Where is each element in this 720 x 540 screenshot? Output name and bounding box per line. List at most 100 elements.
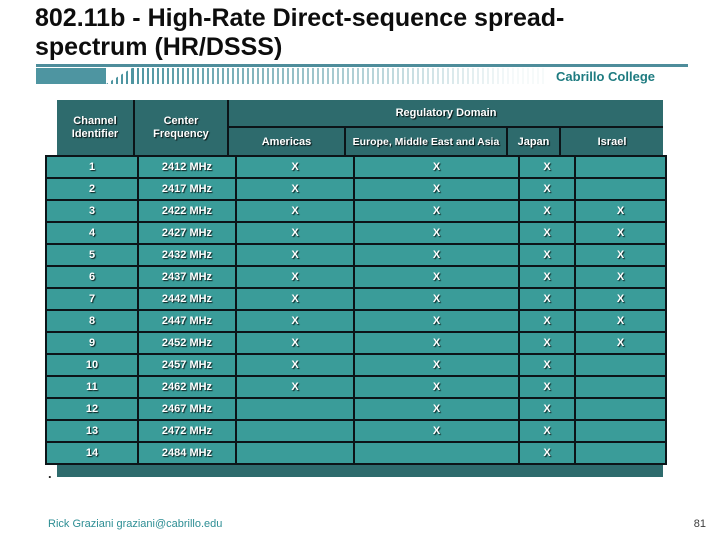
- japan-cell: X: [520, 355, 574, 375]
- frequency-cell: 2412 MHz: [139, 157, 235, 177]
- japan-cell: X: [520, 223, 574, 243]
- divider-line: [36, 64, 688, 67]
- israel-header: Israel: [597, 135, 627, 148]
- table-row: 6 2437 MHz X X X X: [47, 267, 665, 287]
- japan-cell: X: [520, 311, 574, 331]
- divider-stripes: [132, 68, 547, 84]
- frequency-cell: 2467 MHz: [139, 399, 235, 419]
- americas-cell: X: [237, 179, 353, 199]
- channel-cell: 9: [47, 333, 137, 353]
- israel-cell: X: [576, 311, 665, 331]
- americas-cell: X: [237, 223, 353, 243]
- americas-cell: [237, 443, 353, 463]
- japan-header: Japan: [508, 128, 561, 156]
- table-row: 10 2457 MHz X X X: [47, 355, 665, 375]
- channel-cell: 4: [47, 223, 137, 243]
- japan-cell: X: [520, 443, 574, 463]
- emea-cell: X: [355, 267, 518, 287]
- frequency-cell: 2462 MHz: [139, 377, 235, 397]
- table-row: 4 2427 MHz X X X X: [47, 223, 665, 243]
- frequency-cell: 2427 MHz: [139, 223, 235, 243]
- japan-cell: X: [520, 289, 574, 309]
- americas-cell: X: [237, 245, 353, 265]
- table-row: 5 2432 MHz X X X X: [47, 245, 665, 265]
- israel-cell: [576, 355, 665, 375]
- table-row: 1 2412 MHz X X X: [47, 157, 665, 177]
- emea-header: Europe, Middle East and Asia: [346, 128, 508, 156]
- table-row: 9 2452 MHz X X X X: [47, 333, 665, 353]
- emea-cell: X: [355, 311, 518, 331]
- israel-cell: [576, 399, 665, 419]
- frequency-cell: 2447 MHz: [139, 311, 235, 331]
- americas-cell: [237, 399, 353, 419]
- americas-cell: X: [237, 311, 353, 331]
- table-row: 11 2462 MHz X X X: [47, 377, 665, 397]
- emea-cell: X: [355, 421, 518, 441]
- stray-bullet: .: [48, 466, 52, 481]
- page-title-line1: 802.11b - High-Rate Direct-sequence spre…: [35, 4, 565, 32]
- japan-cell: X: [520, 179, 574, 199]
- channel-cell: 14: [47, 443, 137, 463]
- channel-cell: 3: [47, 201, 137, 221]
- americas-header: Americas: [229, 128, 346, 156]
- americas-cell: X: [237, 333, 353, 353]
- frequency-cell: 2432 MHz: [139, 245, 235, 265]
- israel-cell: X: [576, 333, 665, 353]
- channel-identifier-header: Channel Identifier: [57, 100, 135, 156]
- japan-cell: X: [520, 377, 574, 397]
- channel-cell: 8: [47, 311, 137, 331]
- americas-cell: [237, 421, 353, 441]
- emea-cell: X: [355, 377, 518, 397]
- emea-cell: X: [355, 223, 518, 243]
- table-row: 14 2484 MHz X: [47, 443, 665, 463]
- americas-cell: X: [237, 355, 353, 375]
- table-body: 1 2412 MHz X X X 2 2417 MHz X X X 3 2422 MHz X X X X 4 24…: [45, 155, 667, 465]
- channel-cell: 5: [47, 245, 137, 265]
- page-title-line2: spectrum (HR/DSSS): [35, 33, 283, 61]
- regulatory-domain-header: Regulatory Domain: [229, 100, 663, 128]
- emea-cell: X: [355, 399, 518, 419]
- americas-cell: X: [237, 289, 353, 309]
- page-title: 802.11b - High-Rate Direct-sequence spre…: [35, 4, 705, 62]
- israel-cell: [576, 421, 665, 441]
- emea-cell: X: [355, 201, 518, 221]
- emea-cell: X: [355, 333, 518, 353]
- israel-cell: [576, 443, 665, 463]
- americas-cell: X: [237, 157, 353, 177]
- israel-cell: X: [576, 201, 665, 221]
- japan-cell: X: [520, 245, 574, 265]
- americas-cell: X: [237, 377, 353, 397]
- frequency-cell: 2452 MHz: [139, 333, 235, 353]
- japan-cell: X: [520, 157, 574, 177]
- footer-author: Rick Graziani graziani@cabrillo.edu: [48, 518, 223, 530]
- channel-cell: 11: [47, 377, 137, 397]
- channel-cell: 1: [47, 157, 137, 177]
- frequency-cell: 2457 MHz: [139, 355, 235, 375]
- israel-cell: [576, 179, 665, 199]
- channel-cell: 6: [47, 267, 137, 287]
- israel-cell: X: [576, 289, 665, 309]
- channel-cell: 2: [47, 179, 137, 199]
- divider-stripe-ramp: [106, 68, 132, 84]
- emea-cell: X: [355, 245, 518, 265]
- israel-cell: [576, 377, 665, 397]
- emea-cell: X: [355, 289, 518, 309]
- channel-cell: 7: [47, 289, 137, 309]
- frequency-cell: 2472 MHz: [139, 421, 235, 441]
- table-row: 13 2472 MHz X X: [47, 421, 665, 441]
- emea-cell: X: [355, 179, 518, 199]
- divider-solid-block: [36, 68, 106, 84]
- frequency-cell: 2422 MHz: [139, 201, 235, 221]
- frequency-cell: 2417 MHz: [139, 179, 235, 199]
- israel-cell: X: [576, 223, 665, 243]
- emea-cell: [355, 443, 518, 463]
- table-row: 12 2467 MHz X X: [47, 399, 665, 419]
- japan-cell: X: [520, 399, 574, 419]
- table-row: 8 2447 MHz X X X X: [47, 311, 665, 331]
- channel-cell: 13: [47, 421, 137, 441]
- brand-label: Cabrillo College: [556, 69, 655, 84]
- emea-cell: X: [355, 355, 518, 375]
- emea-cell: X: [355, 157, 518, 177]
- frequency-cell: 2484 MHz: [139, 443, 235, 463]
